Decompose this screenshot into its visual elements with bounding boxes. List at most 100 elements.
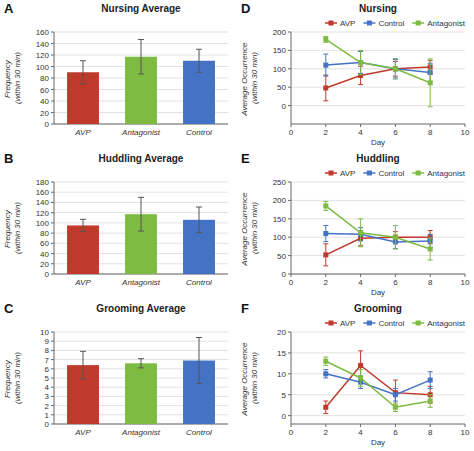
- marker: [323, 359, 328, 364]
- legend-marker: [328, 171, 333, 176]
- marker: [393, 405, 398, 410]
- bar: [67, 225, 99, 274]
- y-tick-label: 200: [273, 196, 287, 205]
- error-bar: [196, 49, 202, 72]
- legend-label: Control: [378, 169, 404, 178]
- legend-marker: [416, 321, 421, 326]
- legend-label: Control: [378, 19, 404, 28]
- y-tick-label: 80: [40, 229, 49, 238]
- line: [326, 361, 430, 407]
- grid-line: [291, 218, 465, 219]
- grid-line: [291, 332, 465, 333]
- x-axis-label: Day: [371, 288, 385, 297]
- x-tick-label: 6: [393, 278, 398, 287]
- line: [326, 365, 430, 407]
- y-axis-label: Frequency (within 30 min): [3, 352, 22, 404]
- error-bar: [358, 351, 363, 380]
- error-bar: [358, 219, 363, 247]
- y-axis: [54, 332, 55, 424]
- y-tick-label: 160: [36, 188, 50, 197]
- legend-marker: [328, 21, 333, 26]
- x-tick: [430, 274, 431, 277]
- panel-label: E: [241, 151, 250, 166]
- marker: [428, 399, 433, 404]
- error-bar: [393, 225, 398, 249]
- marker: [323, 37, 328, 42]
- y-tick-label: 50: [277, 252, 286, 261]
- title: Nursing Average: [101, 3, 181, 14]
- error-bar: [323, 54, 328, 76]
- x-axis-label: Day: [371, 138, 385, 147]
- x-axis: [291, 124, 465, 125]
- title: Huddling Average: [99, 153, 184, 164]
- error-bar: [323, 357, 328, 365]
- marker: [393, 392, 398, 397]
- error-bar: [358, 50, 363, 74]
- y-tick-label: 140: [36, 40, 50, 49]
- x-axis: [291, 424, 465, 425]
- panel: 020406080100120140160180AVPAntagonistCon…: [3, 151, 228, 287]
- error-bar: [393, 388, 398, 401]
- y-tick-label: 20: [277, 328, 286, 337]
- legend: AVPControlAntagonist: [325, 169, 466, 178]
- y-tick-label: 7: [45, 356, 50, 365]
- y-tick-label: 100: [36, 63, 50, 72]
- x-tick: [430, 124, 431, 127]
- title: Huddling: [356, 153, 399, 164]
- error-bar: [428, 372, 433, 389]
- y-tick-label: 100: [273, 233, 287, 242]
- marker: [393, 66, 398, 71]
- marker: [323, 85, 328, 90]
- error-bar: [323, 202, 328, 211]
- y-tick-label: 15: [277, 349, 286, 358]
- error-bar: [323, 401, 328, 414]
- x-tick-label: 6: [393, 128, 398, 137]
- x-tick-label: 10: [461, 128, 470, 137]
- x-tick: [360, 124, 361, 127]
- y-axis: [291, 32, 292, 124]
- y-tick-label: 0: [45, 270, 50, 279]
- x-tick-label: Control: [186, 428, 212, 437]
- error-bar: [428, 59, 433, 107]
- legend: AVPControlAntagonist: [325, 19, 466, 28]
- y-tick-label: 120: [36, 209, 50, 218]
- y-axis: [54, 182, 55, 274]
- x-tick-label: 4: [358, 428, 363, 437]
- title: Grooming Average: [96, 303, 186, 314]
- grid-line: [291, 274, 465, 275]
- line: [326, 237, 430, 255]
- x-tick-label: Control: [186, 278, 212, 287]
- y-tick-label: 2: [45, 402, 50, 411]
- x-tick: [395, 424, 396, 427]
- y-tick-label: 60: [40, 239, 49, 248]
- x-tick-label: 8: [428, 428, 433, 437]
- x-tick-label: AVP: [74, 128, 91, 137]
- y-tick-label: 250: [273, 178, 287, 187]
- legend-marker: [416, 21, 421, 26]
- marker: [323, 231, 328, 236]
- grid-line: [54, 32, 228, 33]
- error-bar: [393, 380, 398, 405]
- marker: [393, 66, 398, 71]
- y-tick-label: 5: [282, 391, 287, 400]
- x-axis: [291, 274, 465, 275]
- y-tick-label: 0: [282, 270, 287, 279]
- grid-line: [291, 352, 465, 353]
- y-tick-label: 0: [45, 420, 50, 429]
- x-tick: [291, 424, 292, 427]
- y-tick-label: 10: [277, 370, 286, 379]
- x-tick-label: 10: [461, 278, 470, 287]
- y-tick-label: 6: [45, 365, 50, 374]
- y-tick-label: 9: [45, 337, 50, 346]
- legend-marker: [367, 21, 372, 26]
- panel-label: C: [4, 301, 14, 316]
- marker: [428, 80, 433, 85]
- x-tick: [465, 274, 466, 277]
- marker: [323, 371, 328, 376]
- x-tick-label: Control: [186, 128, 212, 137]
- x-tick-label: 6: [393, 428, 398, 437]
- x-tick: [360, 274, 361, 277]
- marker: [428, 378, 433, 383]
- y-tick-label: 150: [273, 46, 287, 55]
- grid-line: [54, 182, 228, 183]
